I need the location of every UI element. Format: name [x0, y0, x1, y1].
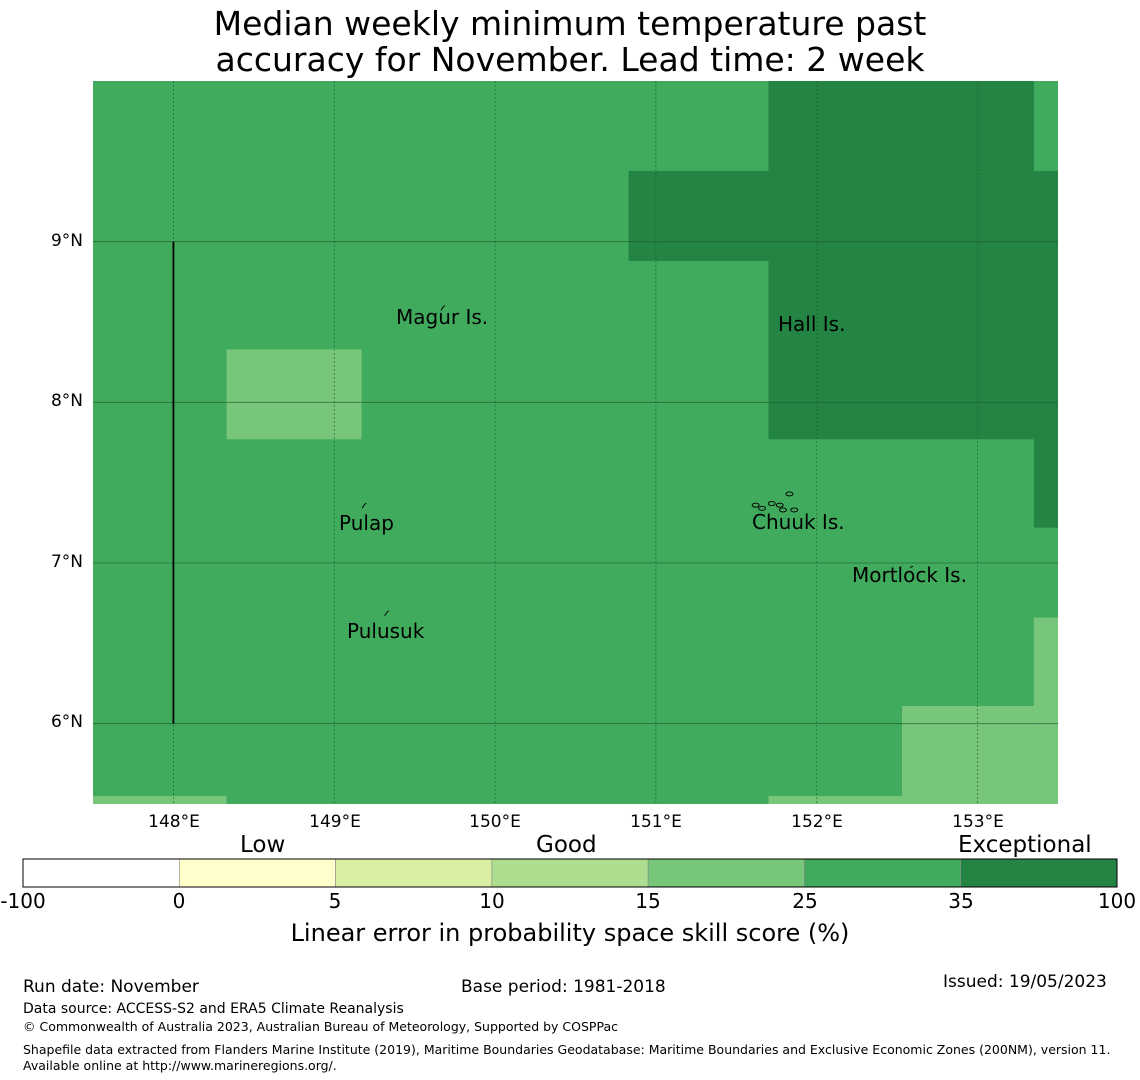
lat-label-6n: 6°N: [50, 712, 83, 732]
lon-label-148e: 148°E: [148, 812, 200, 832]
colorbar-bin: [22, 858, 180, 888]
legend-category-exceptional: Exceptional: [958, 832, 1092, 858]
map-plot-area: [93, 81, 1058, 804]
data-source: Data source: ACCESS-S2 and ERA5 Climate …: [23, 1001, 404, 1017]
colorbar-bin: [491, 858, 649, 888]
issued-date: Issued: 19/05/2023: [943, 972, 1107, 992]
colorbar-bin: [804, 858, 962, 888]
colorbar: [22, 858, 1118, 888]
colorbar-frame: [22, 858, 1118, 888]
copyright: © Commonwealth of Australia 2023, Austra…: [23, 1019, 618, 1034]
title-line-2: accuracy for November. Lead time: 2 week: [215, 39, 925, 79]
lon-label-153e: 153°E: [952, 812, 1004, 832]
skill-cell: [226, 349, 362, 440]
colorbar-tick: 15: [635, 889, 661, 913]
colorbar-tick: 35: [948, 889, 974, 913]
lon-label-151e: 151°E: [630, 812, 682, 832]
skill-cell: [1033, 170, 1058, 528]
place-label-pulap: Pulap: [339, 511, 394, 535]
skill-cell: [628, 170, 1058, 261]
legend-category-good: Good: [536, 832, 597, 858]
island-outline: [758, 505, 767, 511]
lon-label-150e: 150°E: [469, 812, 521, 832]
colorbar-bin: [960, 858, 1118, 888]
colorbar-bin: [178, 858, 336, 888]
run-date: Run date: November: [23, 977, 199, 997]
place-label-pulusuk: Pulusuk: [347, 619, 425, 643]
title-line-1: Median weekly minimum temperature past: [213, 4, 927, 43]
shapefile-credit: Shapefile data extracted from Flanders M…: [23, 1042, 1111, 1074]
skill-cell: [768, 795, 902, 804]
place-label-magur: Magur Is.: [396, 305, 489, 329]
colorbar-title: Linear error in probability space skill …: [290, 919, 850, 947]
lat-label-7n: 7°N: [50, 552, 83, 572]
island-outline: [775, 502, 784, 508]
island-outline: [767, 501, 776, 507]
colorbar-tick: 10: [479, 889, 505, 913]
colorbar-tick: 100: [1097, 889, 1137, 913]
lon-label-149e: 149°E: [309, 812, 361, 832]
place-label-mortlock: Mortlock Is.: [852, 563, 967, 587]
lon-label-152e: 152°E: [791, 812, 843, 832]
island-outline: [440, 305, 446, 311]
island-outline: [751, 502, 760, 508]
lat-label-9n: 9°N: [50, 231, 83, 251]
colorbar-tick: 25: [792, 889, 818, 913]
legend-category-low: Low: [240, 832, 286, 858]
island-outline: [361, 502, 367, 509]
place-label-chuuk: Chuuk Is.: [752, 510, 845, 534]
skill-cell: [1033, 617, 1058, 796]
island-outline: [384, 610, 389, 617]
island-outline: [790, 507, 799, 513]
colorbar-tick: -100: [0, 889, 46, 913]
skill-cell: [901, 705, 1058, 804]
skill-cell: [93, 795, 227, 804]
island-outline: [785, 491, 794, 497]
lat-label-8n: 8°N: [50, 391, 83, 411]
base-period: Base period: 1981-2018: [461, 977, 666, 997]
colorbar-bin: [335, 858, 493, 888]
island-outline: [909, 565, 914, 569]
place-label-hall: Hall Is.: [778, 312, 846, 336]
island-outline: [779, 507, 787, 513]
colorbar-bin: [647, 858, 805, 888]
colorbar-tick: 5: [328, 889, 342, 913]
colorbar-tick: 0: [172, 889, 186, 913]
chart-title: Median weekly minimum temperature past a…: [0, 6, 1140, 77]
